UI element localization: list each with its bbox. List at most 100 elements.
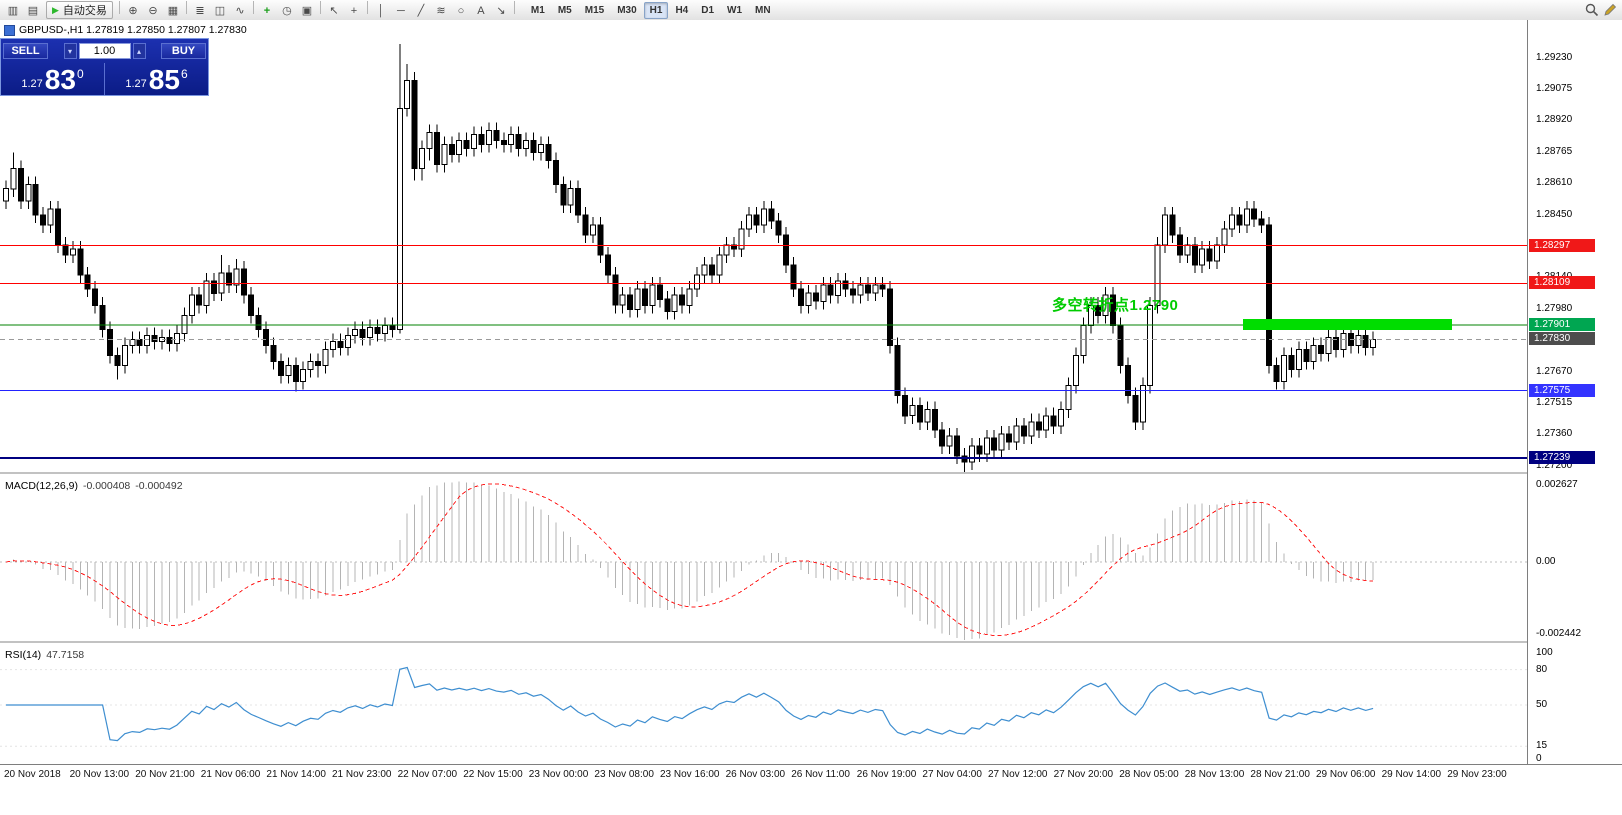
- rsi-axis-label: 50: [1536, 699, 1548, 710]
- volume-input[interactable]: [78, 43, 131, 59]
- timeframe-mn-button[interactable]: MN: [755, 4, 771, 16]
- ask-price-small: 1.27: [125, 78, 147, 90]
- buy-button[interactable]: BUY: [161, 43, 206, 59]
- rsi-indicator-label: RSI(14) 47.7158: [5, 649, 84, 661]
- timeframe-m1-button[interactable]: M1: [530, 4, 545, 16]
- macd-axis-label: 0.00: [1536, 556, 1556, 567]
- vertical-line-icon[interactable]: │: [377, 4, 385, 17]
- cursor-icon[interactable]: ↖: [329, 4, 339, 17]
- toolbar: ▥ ▤ ▶ 自动交易 ⊕ ⊖ ▦ ≣ ◫ ∿ + ◷ ▣ ↖ + │ ─ ╱ ≋ ○ A ↘ M1 M5 M15 M30 H…: [0, 0, 1622, 21]
- toolbar-separator: [118, 0, 120, 14]
- price-tick: 1.27670: [1536, 365, 1573, 377]
- price-tick: 1.28920: [1536, 114, 1573, 126]
- chart-profiles-icon[interactable]: ▤: [27, 4, 39, 17]
- rsi-value: 47.7158: [46, 649, 85, 661]
- time-axis-label: 29 Nov 14:00: [1381, 769, 1442, 780]
- annotation-turning-point: 多空转折点1.2790: [1052, 297, 1179, 314]
- autotrading-button[interactable]: ▶ 自动交易: [46, 1, 113, 19]
- crosshair-icon[interactable]: +: [350, 4, 358, 17]
- price-badge: 1.27901: [1529, 318, 1595, 332]
- macd-name: MACD(12,26,9): [5, 480, 78, 492]
- main-price-chart[interactable]: [0, 20, 1527, 472]
- toolbar-separator: [366, 0, 368, 14]
- symbol-ohlc-header: GBPUSD-,H1 1.27819 1.27850 1.27807 1.278…: [4, 24, 247, 36]
- symbol-ohlc-text: GBPUSD-,H1 1.27819 1.27850 1.27807 1.278…: [19, 24, 247, 36]
- chevron-down-icon: ▾: [67, 46, 72, 56]
- rsi-panel-chart[interactable]: [0, 646, 1527, 764]
- toolbar-separator: [513, 0, 515, 14]
- line-chart-type-icon[interactable]: ∿: [235, 4, 245, 17]
- timeframe-m15-button[interactable]: M15: [584, 4, 605, 16]
- price-badge: 1.27239: [1529, 451, 1595, 465]
- price-badge: 1.27575: [1529, 383, 1595, 397]
- price-tick: 1.29075: [1536, 83, 1573, 95]
- tile-windows-icon[interactable]: ▦: [167, 4, 179, 17]
- macd-signal-value: -0.000492: [135, 480, 183, 492]
- time-axis-label: 28 Nov 05:00: [1119, 769, 1179, 780]
- toolbar-separator: [185, 0, 187, 14]
- time-axis-label: 26 Nov 03:00: [725, 769, 786, 780]
- bar-chart-type-icon[interactable]: ≣: [195, 4, 205, 17]
- timeframe-d1-button[interactable]: D1: [701, 4, 715, 16]
- price-tick: 1.27200: [1536, 460, 1573, 471]
- rsi-axis-label: 15: [1536, 740, 1548, 752]
- zoom-out-icon[interactable]: ⊖: [148, 4, 158, 17]
- add-indicator-icon[interactable]: +: [263, 4, 271, 17]
- search-icon[interactable]: [1585, 3, 1599, 17]
- time-axis-label: 26 Nov 19:00: [856, 769, 917, 780]
- price-tick: 1.27360: [1536, 427, 1573, 439]
- panel-separator[interactable]: [0, 641, 1622, 647]
- volume-increase-button[interactable]: ▴: [132, 43, 146, 59]
- bid-price-big: 83: [44, 64, 76, 95]
- time-axis-label: 21 Nov 14:00: [266, 769, 326, 780]
- candle-chart-type-icon[interactable]: ◫: [214, 4, 226, 17]
- time-axis[interactable]: 20 Nov 2018 20 Nov 13:00 20 Nov 21:00 21 No…: [0, 764, 1622, 787]
- macd-axis-label: 0.002627: [1536, 479, 1578, 490]
- volume-decrease-button[interactable]: ▾: [63, 43, 77, 59]
- timeframe-h1-button[interactable]: H1: [643, 1, 669, 19]
- time-axis-label: 28 Nov 13:00: [1184, 769, 1245, 780]
- time-axis-label: 29 Nov 23:00: [1447, 769, 1507, 780]
- templates-icon[interactable]: ▣: [301, 4, 313, 17]
- rsi-name: RSI(14): [5, 649, 42, 661]
- timeframe-m30-button[interactable]: M30: [617, 4, 637, 16]
- ask-price-big: 85: [148, 64, 180, 95]
- toolbar-right-icons: [1585, 3, 1619, 17]
- toolbar-left-icons: ▥ ▤: [3, 1, 43, 20]
- macd-indicator-label: MACD(12,26,9) -0.000408 -0.000492: [5, 480, 183, 492]
- macd-main-value: -0.000408: [82, 480, 131, 492]
- new-chart-icon[interactable]: ▥: [7, 4, 19, 17]
- time-axis-label: 20 Nov 13:00: [69, 769, 130, 780]
- toolbar-separator: [319, 0, 321, 14]
- period-clock-icon[interactable]: ◷: [282, 4, 292, 17]
- text-icon[interactable]: A: [477, 4, 485, 17]
- horizontal-line-icon[interactable]: ─: [397, 4, 405, 17]
- edit-pencil-icon[interactable]: [1603, 3, 1617, 17]
- sell-button[interactable]: SELL: [3, 43, 48, 59]
- price-badge: 1.28297: [1529, 238, 1595, 252]
- timeframe-w1-button[interactable]: W1: [727, 4, 743, 16]
- arrow-object-icon[interactable]: ↘: [496, 4, 506, 17]
- macd-panel-chart[interactable]: [0, 477, 1527, 641]
- timeframe-h4-button[interactable]: H4: [675, 4, 689, 16]
- time-axis-label: 29 Nov 06:00: [1316, 769, 1376, 780]
- panel-separator[interactable]: [0, 472, 1622, 478]
- ask-price[interactable]: 1.27 85 6: [105, 61, 208, 97]
- timeframe-m5-button[interactable]: M5: [557, 4, 572, 16]
- shapes-icon[interactable]: ○: [457, 4, 465, 17]
- price-tick: 1.28450: [1536, 208, 1573, 220]
- time-axis-label: 23 Nov 00:00: [528, 769, 589, 780]
- toolbar-mid-icons: ⊕ ⊖ ▦ ≣ ◫ ∿ + ◷ ▣ ↖ + │ ─ ╱ ≋ ○ A ↘: [116, 0, 518, 20]
- trendline-icon[interactable]: ╱: [417, 4, 425, 17]
- time-axis-label: 28 Nov 21:00: [1250, 769, 1310, 780]
- time-axis-label: 27 Nov 12:00: [988, 769, 1048, 780]
- chart-symbol-icon: [4, 24, 15, 36]
- price-axis[interactable]: 1.29230 1.29075 1.28920 1.28765 1.28610 1.284…: [1527, 20, 1622, 786]
- time-axis-label: 21 Nov 23:00: [332, 769, 392, 780]
- time-axis-label: 20 Nov 21:00: [135, 769, 195, 780]
- fibonacci-icon[interactable]: ≋: [436, 4, 446, 17]
- zoom-in-icon[interactable]: ⊕: [128, 4, 138, 17]
- bid-price[interactable]: 1.27 83 0: [1, 61, 104, 97]
- bid-price-sup: 0: [76, 67, 84, 81]
- autotrading-label: 自动交易: [62, 5, 107, 17]
